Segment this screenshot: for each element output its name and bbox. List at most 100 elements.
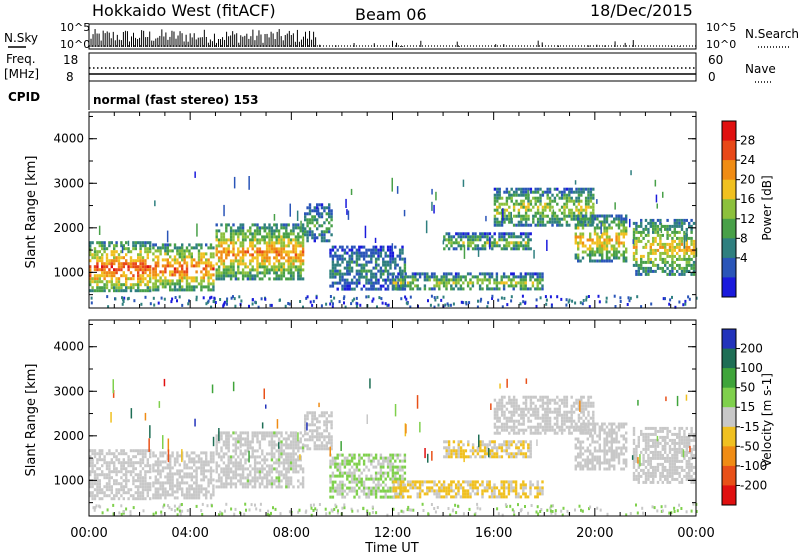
echo-cell [212, 454, 215, 458]
echo-cell [154, 264, 157, 268]
echo-cell [539, 211, 542, 215]
echo-cell [416, 272, 419, 276]
echo-cell [568, 211, 571, 215]
echo-cell [183, 270, 186, 274]
echo-cell [507, 489, 511, 493]
echo-cell [304, 429, 307, 433]
echo-cell [297, 446, 300, 450]
echo-cell [370, 453, 373, 457]
echo-cell [519, 284, 523, 288]
echo-cell [241, 274, 245, 278]
echo-cell [215, 271, 218, 275]
echo-cell [500, 455, 504, 459]
echo-cell [227, 265, 230, 269]
echo-cell [246, 271, 250, 275]
echo-cell [146, 485, 149, 489]
echo-cell [396, 281, 399, 285]
echo-cell [529, 483, 532, 487]
echo-cell [132, 277, 135, 281]
echo-cell [289, 431, 293, 435]
echo-cell [241, 482, 245, 486]
echo-cell [447, 449, 451, 453]
echo-cell [120, 449, 123, 453]
echo-cell [234, 452, 238, 456]
echo-cell [358, 254, 361, 258]
echo-cell [261, 277, 264, 281]
echo-cell [246, 458, 250, 462]
echo-cell [495, 272, 499, 276]
echo-cell [644, 266, 648, 270]
echo-cell [379, 483, 383, 487]
echo-cell [586, 238, 589, 242]
echo-cell [275, 250, 278, 254]
echo-cell [346, 245, 349, 249]
echo-cell [275, 274, 278, 278]
echo-cell [258, 461, 262, 465]
echo-cell [96, 265, 99, 269]
echo-cell [527, 187, 530, 191]
echo-cell [341, 278, 344, 282]
echo-cell [536, 483, 539, 487]
echo-cell [275, 235, 278, 239]
echo-cell [325, 426, 328, 430]
echo-cell [287, 271, 290, 275]
echo-cell [688, 236, 691, 240]
echo-cell [379, 269, 383, 273]
echo-cell [478, 483, 482, 487]
echo-cell [370, 462, 373, 466]
echo-cell [141, 452, 145, 456]
echo-cell [587, 193, 590, 197]
echo-cell [258, 247, 262, 251]
echo-cell [161, 451, 165, 455]
echo-cell [91, 286, 94, 290]
echo-cell [496, 193, 499, 197]
echo-cell [289, 229, 293, 233]
echo-cell [328, 435, 331, 439]
echo-cell [115, 467, 118, 471]
echo-cell [244, 274, 247, 278]
echo-cell [647, 254, 650, 258]
echo-cell [294, 431, 298, 435]
echo-cell [394, 287, 398, 291]
echo-cell [536, 489, 539, 493]
echo-cell [493, 199, 497, 203]
echo-cell [89, 277, 92, 281]
echo-cell [270, 479, 274, 483]
echo-cell [334, 480, 337, 484]
echo-cell [495, 244, 499, 248]
echo-cell [234, 256, 238, 260]
echo-cell [584, 208, 588, 212]
echo-cell [587, 187, 590, 191]
echo-cell [96, 289, 99, 293]
echo-cell [493, 196, 497, 200]
echo-cell [522, 217, 525, 221]
echo-cell [313, 218, 316, 222]
echo-cell [297, 241, 300, 245]
echo-cell [289, 250, 293, 254]
echo-cell [244, 482, 247, 486]
echo-cell [91, 494, 94, 498]
echo-cell [605, 235, 609, 239]
echo-cell [256, 241, 259, 245]
echo-cell [348, 489, 351, 493]
echo-cell [550, 305, 553, 309]
echo-cell [251, 479, 254, 483]
echo-cell [292, 271, 295, 275]
echo-cell [157, 246, 160, 250]
echo-cell [481, 480, 484, 484]
echo-cell [510, 489, 513, 493]
echo-cell [690, 236, 693, 240]
noise-left-top-tick: 10^5 [60, 21, 90, 34]
echo-cell [515, 247, 518, 251]
echo-cell [637, 272, 640, 276]
echo-cell [508, 220, 511, 224]
echo-cell [190, 264, 193, 268]
echo-cell [454, 272, 458, 276]
noise-right-top-tick: 10^5 [706, 21, 736, 34]
echo-cell [577, 253, 580, 257]
echo-cell [358, 453, 361, 457]
echo-cell [129, 259, 133, 263]
echo-cell [358, 245, 361, 249]
echo-cell [318, 420, 321, 424]
echo-cell [96, 461, 99, 465]
